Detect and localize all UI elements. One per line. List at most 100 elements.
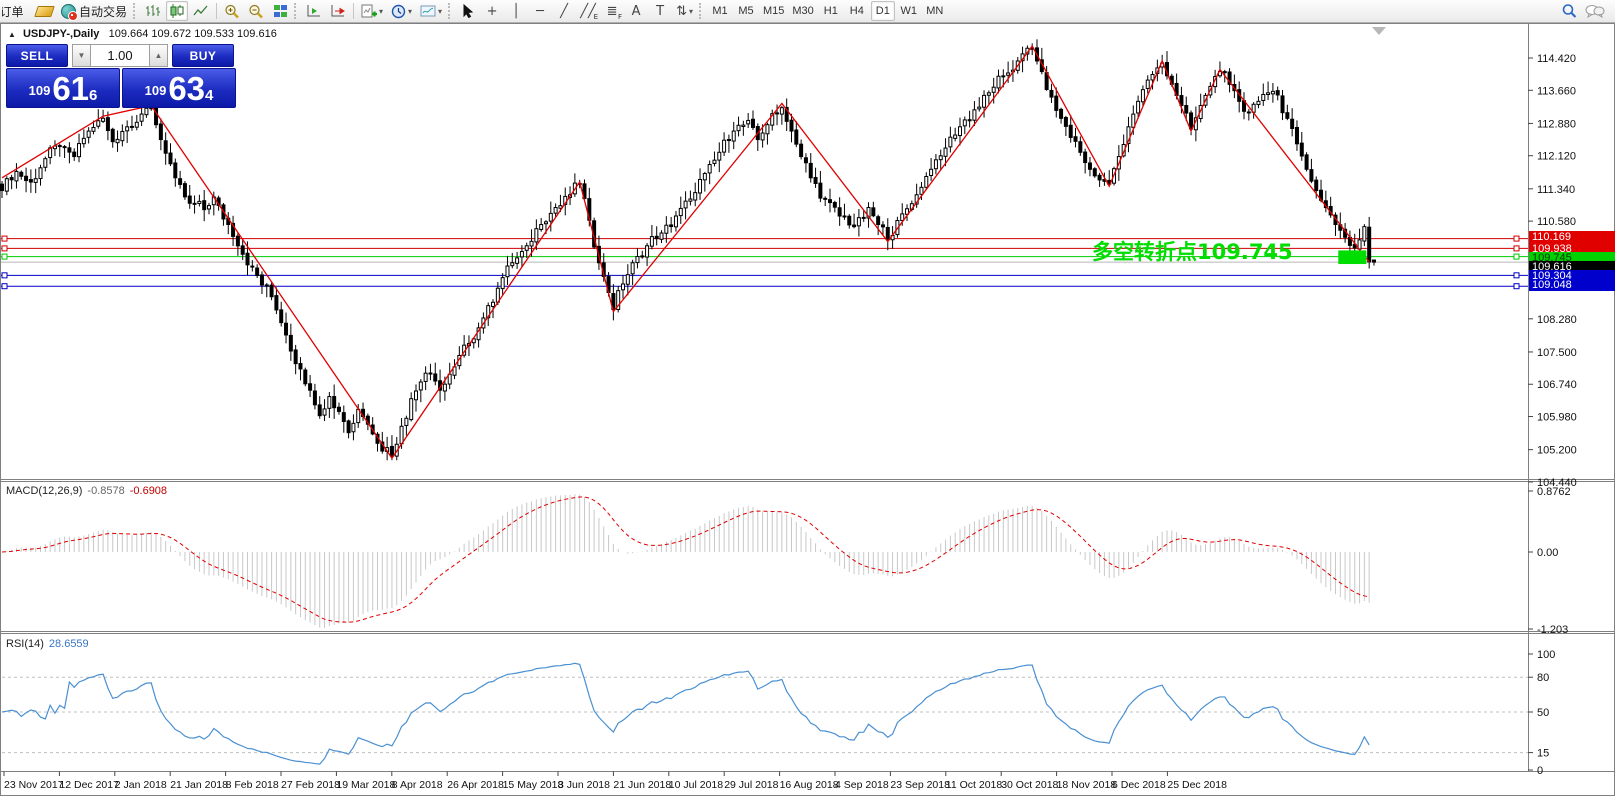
search-icon: [1562, 4, 1577, 18]
zoom-out-button[interactable]: [245, 1, 267, 21]
price-tick-label: 112.120: [1537, 151, 1576, 163]
date-tick-label: 27 Feb 2018: [281, 779, 340, 791]
toolbar-grip[interactable]: [448, 3, 454, 19]
autotrading-button[interactable]: 自动交易: [58, 1, 130, 21]
timeframe-h4-button[interactable]: H4: [849, 5, 864, 17]
date-tick-label: 21 Jun 2018: [613, 779, 671, 791]
autotrading-icon: [61, 3, 78, 21]
fibonacci-tool-button[interactable]: ≣ F: [606, 3, 623, 22]
timeframe-w1-button[interactable]: W1: [900, 5, 918, 17]
periods-dropdown-icon[interactable]: ▾: [408, 6, 413, 16]
pivot-annotation[interactable]: 多空转折点109.745: [1092, 240, 1293, 264]
buy-price-button[interactable]: 109 63 4: [122, 68, 236, 108]
bars-chart-icon: [146, 5, 161, 16]
timeframe-d1-button[interactable]: D1: [870, 1, 895, 21]
macd-signal-value: -0.6908: [129, 485, 168, 497]
collapse-marker-icon[interactable]: ▲: [8, 30, 16, 39]
text-tool-button[interactable]: A: [631, 3, 641, 19]
date-tick-label: 6 Dec 2018: [1112, 779, 1166, 791]
date-tick-label: 23 Sep 2018: [890, 779, 950, 791]
trendline-tool-button[interactable]: ╱: [560, 3, 568, 19]
macd-tick-label: -1.203: [1537, 624, 1568, 636]
timeframe-m1-button[interactable]: M1: [712, 5, 728, 17]
date-tick-label: 29 Jul 2018: [724, 779, 778, 791]
cursor-button[interactable]: [457, 1, 479, 21]
price-tick-label: 110.580: [1537, 216, 1576, 228]
horizontal-line-tool-button[interactable]: ─: [536, 3, 544, 19]
sell-price-main: 61: [52, 70, 90, 107]
sell-price-button[interactable]: 109 61 6: [6, 68, 120, 108]
date-tick-label: 25 Dec 2018: [1167, 779, 1227, 791]
vertical-line-tool-button[interactable]: │: [512, 3, 520, 19]
new-order-button[interactable]: 订单: [1, 1, 31, 21]
timeframe-m5-button[interactable]: M5: [738, 5, 754, 17]
rsi-indicator-label: RSI(14) 28.6559: [6, 638, 89, 650]
toolbar: 订单 自动交易: [0, 0, 1615, 23]
timeframe-m30-button[interactable]: M30: [792, 5, 814, 17]
auto-scroll-icon: [307, 5, 321, 17]
arrows-tool-button[interactable]: ⇅ ▾: [676, 3, 693, 19]
date-tick-label: 16 Aug 2018: [780, 779, 839, 791]
buy-price-sup: 4: [205, 87, 214, 104]
price-tick-label: 107.500: [1537, 347, 1577, 359]
macd-name: MACD(12,26,9): [6, 485, 83, 497]
templates-icon: [420, 5, 436, 17]
price-line-tag: 109.048: [1529, 279, 1615, 291]
buy-price-prefix: 109: [144, 83, 167, 98]
candles-chart-button[interactable]: [166, 1, 189, 21]
tile-windows-button[interactable]: [269, 1, 291, 21]
date-tick-label: 19 Mar 2018: [336, 779, 395, 791]
indicators-dropdown-icon[interactable]: ▾: [379, 6, 384, 16]
indicators-icon: [361, 4, 378, 17]
templates-button[interactable]: ▾: [417, 1, 445, 21]
volume-decrease-button[interactable]: ▼: [72, 44, 91, 67]
volume-input[interactable]: 1.00: [91, 44, 149, 67]
date-tick-label: 15 May 2018: [503, 779, 564, 791]
toolbar-grip[interactable]: [294, 3, 300, 19]
auto-scroll-button[interactable]: [303, 1, 325, 21]
date-tick-label: 30 Oct 2018: [1001, 779, 1058, 791]
toolbar-grip[interactable]: [698, 3, 705, 19]
periods-clock-icon: [391, 4, 406, 18]
date-tick-label: 26 Apr 2018: [447, 779, 504, 791]
sell-button[interactable]: SELL: [6, 44, 68, 67]
symbol-period: USDJPY-,Daily: [22, 28, 100, 40]
date-tick-label: 3 Jun 2018: [558, 779, 610, 791]
indicators-button[interactable]: ▾: [358, 1, 386, 21]
templates-dropdown-icon[interactable]: ▾: [438, 6, 443, 16]
timeframe-mn-button[interactable]: MN: [926, 5, 944, 17]
ohlc-values: 109.664 109.672 109.533 109.616: [108, 28, 277, 40]
zoom-in-button[interactable]: [221, 1, 243, 21]
timeframes-group: M1 M5 M15 M30 H1 H4 D1 W1 MN: [707, 1, 948, 21]
cursor-icon: [463, 4, 474, 18]
line-chart-button[interactable]: [190, 1, 212, 21]
equidistant-channel-tool-button[interactable]: ╱╱ E: [580, 3, 599, 22]
search-button[interactable]: [1558, 1, 1580, 21]
price-tick-label: 111.340: [1537, 184, 1575, 196]
chart-shift-button[interactable]: [327, 1, 349, 21]
timeframe-h1-button[interactable]: H1: [823, 5, 838, 17]
buy-button[interactable]: BUY: [172, 44, 234, 67]
draw-tools-group: + │ ─ ╱ ╱╱ E ≣ F A T ⇅ ▾: [480, 1, 697, 22]
timeframe-m15-button[interactable]: M15: [762, 5, 785, 17]
candles-chart-icon: [170, 4, 184, 18]
periods-button[interactable]: ▾: [388, 1, 415, 21]
date-tick-label: 12 Dec 2017: [59, 779, 119, 791]
rsi-name: RSI(14): [6, 638, 44, 650]
toolbar-right-icons: [1557, 1, 1609, 21]
bars-chart-button[interactable]: [142, 1, 164, 21]
chat-button[interactable]: [1582, 1, 1608, 21]
chart-title: ▲ USDJPY-,Daily 109.664 109.672 109.533 …: [8, 28, 277, 40]
volume-increase-button[interactable]: ▲: [149, 44, 168, 67]
macd-tick-label: 0.8762: [1537, 486, 1571, 498]
date-tick-label: 11 Oct 2018: [946, 779, 1003, 791]
rsi-tick-label: 50: [1537, 707, 1549, 719]
toolbar-grip[interactable]: [133, 3, 139, 19]
rsi-value: 28.6559: [48, 638, 89, 650]
rsi-tick-label: 0: [1537, 765, 1543, 777]
label-tool-button[interactable]: T: [656, 3, 665, 19]
crosshair-tool-button[interactable]: +: [486, 3, 498, 19]
line-chart-icon: [193, 5, 208, 16]
